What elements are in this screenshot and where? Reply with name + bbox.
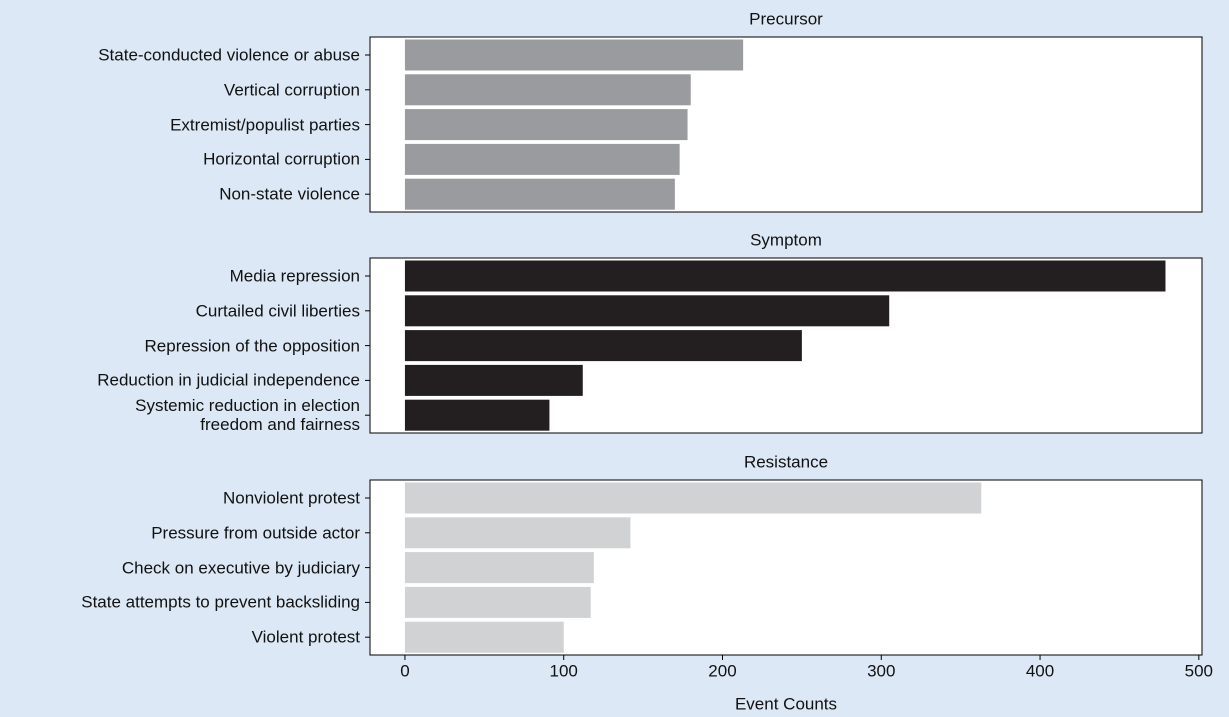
y-tick-label: Pressure from outside actor <box>151 523 360 543</box>
y-tick-label: Check on executive by judiciary <box>121 558 360 578</box>
y-tick-label: State-conducted violence or abuse <box>98 45 360 65</box>
panel-title: Symptom <box>750 230 822 249</box>
x-tick-label: 400 <box>1026 661 1054 680</box>
y-tick-label: Nonviolent protest <box>222 488 360 508</box>
panel-title: Resistance <box>744 452 828 471</box>
bar <box>404 74 691 106</box>
bar <box>404 482 982 514</box>
x-tick-label: 500 <box>1185 661 1213 680</box>
bar <box>404 39 744 71</box>
bar <box>404 552 594 584</box>
y-tick-label: Curtailed civil liberties <box>195 301 360 321</box>
bar <box>404 330 802 362</box>
y-tick-label: Violent protest <box>251 627 360 647</box>
bar <box>404 143 680 175</box>
panel-title: Precursor <box>749 9 823 28</box>
bar <box>404 621 564 653</box>
y-tick-label: Reduction in judicial independence <box>97 370 360 390</box>
bar <box>404 586 591 618</box>
y-tick-label: Horizontal corruption <box>203 149 360 169</box>
x-axis-label: Event Counts <box>735 694 837 713</box>
y-tick-label: Systemic reduction in election freedom a… <box>135 396 360 435</box>
y-tick-label: State attempts to prevent backsliding <box>81 592 360 612</box>
bar <box>404 399 550 431</box>
x-tick-label: 100 <box>550 661 578 680</box>
x-tick-label: 0 <box>400 661 409 680</box>
y-tick-label: Repression of the opposition <box>144 336 360 356</box>
x-tick-label: 300 <box>867 661 895 680</box>
bar <box>404 295 890 327</box>
bar <box>404 260 1166 292</box>
y-tick-label: Media repression <box>229 266 360 286</box>
bar <box>404 178 675 210</box>
y-tick-label: Extremist/populist parties <box>170 115 360 135</box>
bar <box>404 109 688 141</box>
bar <box>404 517 631 549</box>
x-tick-label: 200 <box>708 661 736 680</box>
bar <box>404 364 583 396</box>
y-tick-label: Vertical corruption <box>223 80 360 100</box>
y-tick-label: Non-state violence <box>219 184 360 204</box>
